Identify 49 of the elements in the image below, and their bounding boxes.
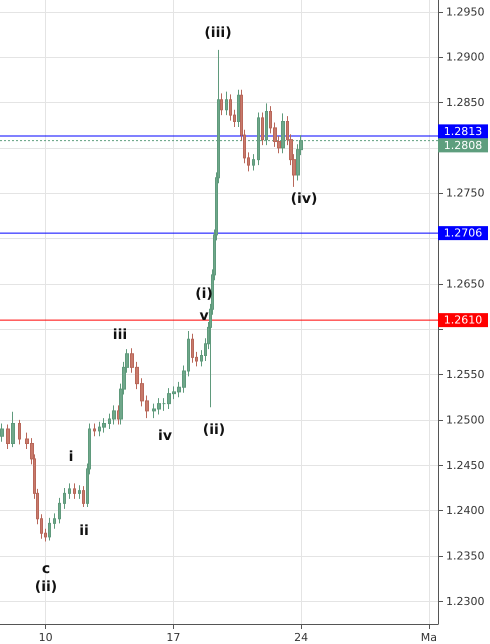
candlestick <box>225 91 228 116</box>
candlestick <box>112 404 116 425</box>
candlestick <box>53 512 56 530</box>
y-tick-label: 1.2650 <box>446 277 484 290</box>
annotation: c <box>42 561 50 577</box>
candlestick <box>58 497 61 524</box>
ref-line-label: 1.2808 <box>444 138 482 152</box>
y-tick-label: 1.2550 <box>446 368 484 382</box>
candlestick <box>6 424 10 450</box>
annotation: ii <box>79 523 89 539</box>
candlestick <box>102 418 106 434</box>
y-tick-label: 1.2750 <box>446 186 484 200</box>
y-tick-label: 1.2300 <box>446 594 484 608</box>
x-tick-label: 24 <box>294 631 308 644</box>
candlestick <box>78 484 81 500</box>
candlestick <box>261 112 264 146</box>
annotation: (ii) <box>34 579 58 595</box>
candlestick <box>18 419 21 445</box>
ref-line-label: 1.2813 <box>444 124 482 138</box>
y-tick-label: 1.2950 <box>446 5 484 18</box>
y-tick-label: 1.2350 <box>446 549 484 562</box>
annotation: iv <box>158 428 172 444</box>
ref-line-label: 1.2610 <box>444 314 482 327</box>
candlestick <box>11 411 15 448</box>
y-tick-label: 1.2400 <box>446 504 484 518</box>
y-tick-label: 1.2900 <box>446 50 484 64</box>
x-tick-label: 17 <box>166 631 180 644</box>
candlestick <box>73 482 76 500</box>
y-tick-label: 1.2450 <box>446 458 484 472</box>
candlestick <box>220 92 223 116</box>
candlestick <box>0 423 4 442</box>
candlestick <box>63 487 66 510</box>
candlestick <box>48 517 51 542</box>
candlestick <box>252 154 255 172</box>
candlestick <box>237 89 240 128</box>
ref-line-label: 1.2706 <box>444 226 482 240</box>
annotation: (iii) <box>204 25 232 41</box>
annotation: iii <box>112 327 128 343</box>
x-tick-label: 10 <box>38 631 53 644</box>
y-tick-label: 1.2500 <box>446 413 484 426</box>
candlestick <box>68 482 71 500</box>
candlestick <box>93 423 96 437</box>
candlestick <box>82 486 85 508</box>
annotation: (iv) <box>290 191 318 207</box>
annotation: (ii) <box>202 422 226 438</box>
candlestick <box>191 333 194 364</box>
y-tick-label: 1.2850 <box>446 96 484 109</box>
x-tick-label: Ma <box>420 631 437 644</box>
annotation: i <box>68 449 74 465</box>
